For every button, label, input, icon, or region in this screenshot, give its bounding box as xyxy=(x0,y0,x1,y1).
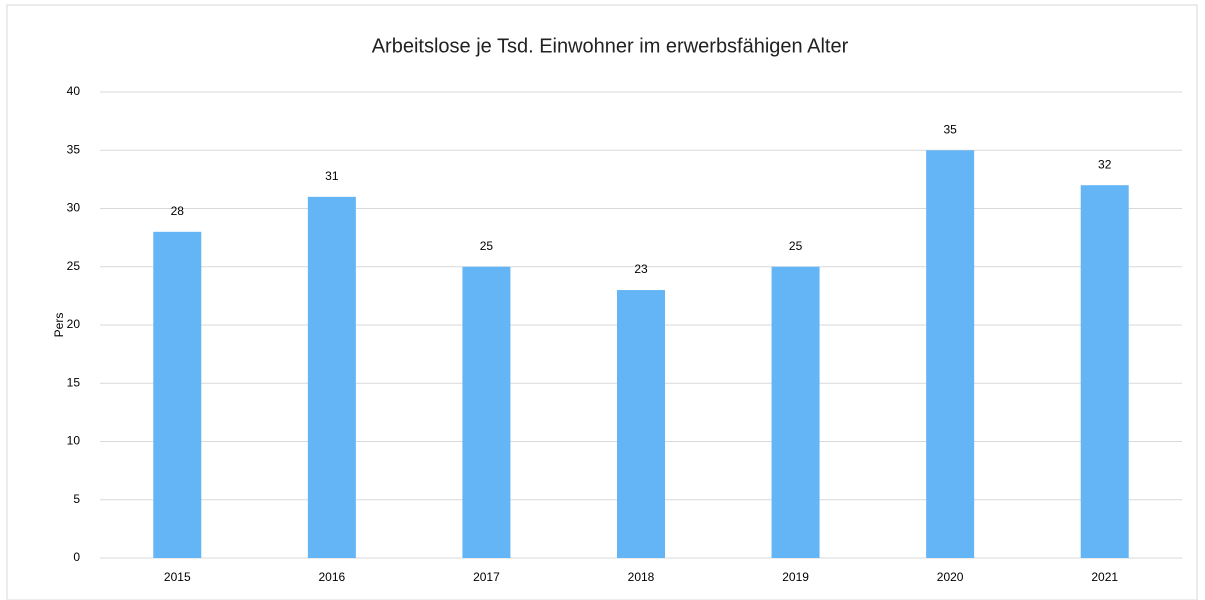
bar xyxy=(462,266,511,558)
y-tick-label: 15 xyxy=(67,375,81,389)
bar xyxy=(153,231,202,559)
chart-title: Arbeitslose je Tsd. Einwohner im erwerbs… xyxy=(372,35,849,57)
x-tick-label: 2021 xyxy=(1091,570,1118,584)
y-tick-label: 25 xyxy=(67,259,81,273)
data-label: 23 xyxy=(634,262,648,276)
y-tick-label: 0 xyxy=(73,550,80,564)
y-tick-label: 10 xyxy=(67,434,81,448)
data-label: 31 xyxy=(325,169,339,183)
y-tick-label: 40 xyxy=(67,84,81,98)
y-axis-label: Pers xyxy=(52,313,66,338)
bar xyxy=(771,266,820,558)
x-tick-label: 2017 xyxy=(473,570,500,584)
chart-frame xyxy=(6,4,1198,600)
x-tick-label: 2015 xyxy=(164,570,191,584)
bar xyxy=(1080,185,1129,558)
y-tick-label: 5 xyxy=(73,492,80,506)
data-label: 35 xyxy=(943,122,957,136)
data-label: 25 xyxy=(789,239,803,253)
data-label: 28 xyxy=(171,204,185,218)
x-tick-label: 2018 xyxy=(628,570,655,584)
y-tick-label: 30 xyxy=(67,201,81,215)
x-tick-label: 2020 xyxy=(937,570,964,584)
y-tick-label: 35 xyxy=(67,142,81,156)
y-tick-label: 20 xyxy=(67,317,81,331)
data-label: 32 xyxy=(1098,157,1112,171)
bar xyxy=(926,150,975,558)
bar xyxy=(307,196,356,558)
x-tick-label: 2016 xyxy=(319,570,346,584)
data-label: 25 xyxy=(480,239,494,253)
x-tick-label: 2019 xyxy=(782,570,809,584)
bar xyxy=(617,290,665,558)
